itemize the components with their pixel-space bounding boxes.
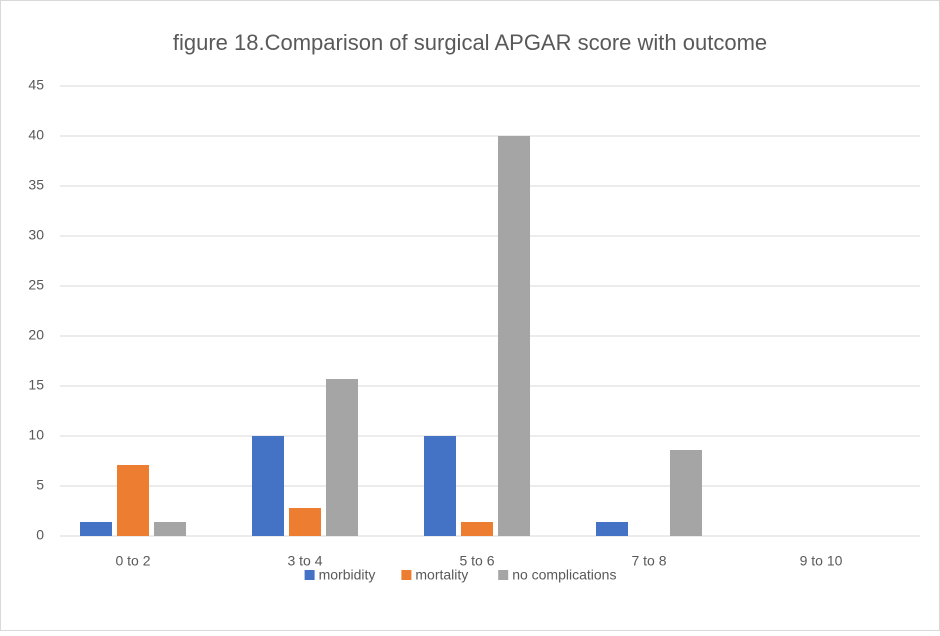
legend-swatch [498,570,509,580]
y-tick-label: 20 [28,327,44,343]
legend-label: mortality [415,567,468,583]
y-tick-label: 35 [28,177,44,193]
x-tick-label: 5 to 6 [459,553,494,569]
legend-label: morbidity [319,567,376,583]
legend-swatch [401,570,412,580]
x-tick-label: 9 to 10 [800,553,843,569]
y-tick-label: 40 [28,127,44,143]
bar [461,522,493,536]
bar [154,522,186,536]
bar [252,436,284,536]
y-tick-label: 10 [28,427,44,443]
y-tick-label: 25 [28,277,44,293]
y-tick-label: 5 [36,477,44,493]
bar [117,465,149,536]
bar [289,508,321,536]
bar [80,522,112,536]
x-tick-label: 0 to 2 [115,553,150,569]
x-tick-label: 3 to 4 [287,553,322,569]
y-tick-label: 15 [28,377,44,393]
y-tick-label: 0 [36,527,44,543]
bar [424,436,456,536]
legend-swatch [304,570,315,580]
bar [670,450,702,536]
x-tick-label: 7 to 8 [631,553,666,569]
y-tick-label: 45 [28,77,44,93]
y-tick-label: 30 [28,227,44,243]
bar [498,136,530,536]
bar [596,522,628,536]
chart-title: figure 18.Comparison of surgical APGAR s… [173,30,767,55]
bar [326,379,358,536]
legend-label: no complications [512,567,616,583]
